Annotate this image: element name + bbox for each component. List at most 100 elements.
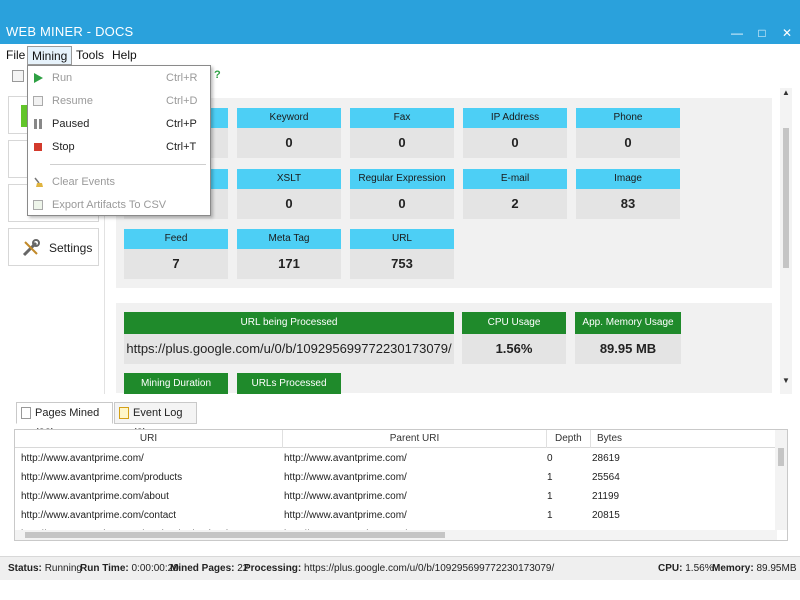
grid-horizontal-scrollbar[interactable] — [15, 530, 777, 540]
grid-header: URI Parent URI Depth Bytes — [15, 430, 777, 448]
urls-processed-label: URLs Processed — [237, 373, 341, 394]
menu-item-shortcut: Ctrl+T — [166, 141, 197, 153]
scroll-thumb[interactable] — [783, 128, 789, 268]
menu-item-run[interactable]: Run Ctrl+R — [28, 67, 210, 90]
tab-pages-mined[interactable]: Pages Mined (22) — [16, 402, 113, 439]
table-row[interactable]: http://www.avantprime.com/ http://www.av… — [15, 449, 777, 468]
counter-value: 7 — [124, 249, 228, 279]
column-header-parent-uri[interactable]: Parent URI — [283, 430, 547, 448]
new-document-icon[interactable] — [12, 70, 24, 82]
counter-label: Image — [576, 169, 680, 189]
play-icon — [34, 73, 43, 83]
status-item: Status: Running — [8, 557, 82, 581]
mined-pages-value: 22 — [237, 563, 249, 574]
status-bar: Status: Running Run Time: 0:00:00:20 Min… — [0, 556, 800, 580]
window-title: WEB MINER - DOCS — [6, 24, 134, 39]
counter-label: Fax — [350, 108, 454, 128]
menu-item-label: Resume — [52, 95, 93, 107]
table-row[interactable]: http://www.avantprime.com/about http://w… — [15, 487, 777, 506]
cell-uri: http://www.avantprime.com/about — [21, 491, 169, 502]
url-processed-value: https://plus.google.com/u/0/b/1092956997… — [124, 334, 454, 364]
cell-depth: 1 — [547, 472, 553, 483]
scroll-down-icon[interactable]: ▼ — [782, 376, 790, 385]
scroll-thumb[interactable] — [25, 532, 445, 538]
counter-value: 0 — [350, 128, 454, 158]
table-row[interactable]: http://www.avantprime.com/products http:… — [15, 468, 777, 487]
maximize-button[interactable]: □ — [758, 26, 766, 40]
main-vertical-scrollbar[interactable]: ▲ ▼ — [780, 88, 792, 394]
artifact-counters-group: Keyword 0 Fax 0 IP Address 0 Phone 0 XSL… — [116, 98, 772, 288]
menu-item-paused[interactable]: Paused Ctrl+P — [28, 113, 210, 136]
help-icon[interactable]: ? — [214, 69, 221, 81]
grid-vertical-scrollbar[interactable] — [775, 430, 787, 530]
menu-item-label: Clear Events — [52, 176, 115, 188]
menu-tools[interactable]: Tools — [76, 48, 105, 62]
memory-label: Memory: — [712, 563, 754, 574]
counter-card-ip-address: IP Address 0 — [463, 108, 567, 158]
mined-pages-item: Mined Pages: 22 — [170, 557, 248, 581]
url-processed-label: URL being Processed — [124, 312, 454, 334]
cell-parent-uri: http://www.avantprime.com/ — [284, 510, 407, 521]
export-icon — [33, 200, 43, 210]
counter-value: 0 — [237, 128, 341, 158]
counter-label: Feed — [124, 229, 228, 249]
counter-label: IP Address — [463, 108, 567, 128]
cpu-item: CPU: 1.56% — [658, 557, 714, 581]
counter-label: Regular Expression — [350, 169, 454, 189]
notepad-icon — [119, 407, 129, 419]
menu-item-clear-events[interactable]: Clear Events — [28, 171, 210, 194]
menu-bar: File Mining Tools Help — [0, 44, 800, 66]
scroll-up-icon[interactable]: ▲ — [782, 88, 790, 97]
tools-icon — [22, 239, 40, 257]
url-processed-card: URL being Processed https://plus.google.… — [124, 312, 454, 364]
title-bar: WEB MINER - DOCS — □ ✕ — [0, 0, 800, 44]
counter-card-email: E-mail 2 — [463, 169, 567, 219]
broom-icon — [34, 177, 43, 187]
counter-label: XSLT — [237, 169, 341, 189]
tab-event-log[interactable]: Event Log (2) — [114, 402, 197, 439]
processing-group: URL being Processed https://plus.google.… — [116, 303, 772, 394]
counter-label: Meta Tag — [237, 229, 341, 249]
table-row[interactable]: http://www.avantprime.com/contact http:/… — [15, 506, 777, 525]
close-button[interactable]: ✕ — [781, 26, 793, 40]
memory-item: Memory: 89.95MB — [712, 557, 797, 581]
menu-help[interactable]: Help — [112, 48, 137, 62]
column-header-depth[interactable]: Depth — [547, 430, 591, 448]
counter-card-image: Image 83 — [576, 169, 680, 219]
cpu-value: 1.56% — [685, 563, 714, 574]
nav-button-settings[interactable]: Settings — [8, 228, 99, 266]
page-icon — [21, 407, 31, 419]
minimize-button[interactable]: — — [731, 26, 743, 40]
menu-item-resume[interactable]: Resume Ctrl+D — [28, 90, 210, 113]
counter-card-phone: Phone 0 — [576, 108, 680, 158]
status-value: Running — [44, 563, 82, 574]
counter-value: 0 — [463, 128, 567, 158]
menu-item-shortcut: Ctrl+P — [166, 118, 197, 130]
menu-file[interactable]: File — [6, 48, 26, 62]
counter-card-meta-tag: Meta Tag 171 — [237, 229, 341, 279]
menu-item-stop[interactable]: Stop Ctrl+T — [28, 136, 210, 159]
menu-mining[interactable]: Mining — [27, 46, 73, 65]
cell-bytes: 20815 — [592, 510, 620, 521]
counter-card-feed: Feed 7 — [124, 229, 228, 279]
menu-item-export-csv[interactable]: Export Artifacts To CSV — [28, 194, 210, 217]
menu-item-shortcut: Ctrl+R — [166, 72, 198, 84]
counter-value: 171 — [237, 249, 341, 279]
resume-icon — [33, 96, 43, 106]
counter-value: 0 — [237, 189, 341, 219]
counter-value: 753 — [350, 249, 454, 279]
counter-card-xslt: XSLT 0 — [237, 169, 341, 219]
cell-uri: http://www.avantprime.com/contact — [21, 510, 177, 521]
menu-item-label: Export Artifacts To CSV — [52, 199, 167, 211]
column-header-uri[interactable]: URI — [15, 430, 283, 448]
tab-strip: Pages Mined (22) Event Log (2) — [0, 396, 800, 439]
counter-label: URL — [350, 229, 454, 249]
cell-uri: http://www.avantprime.com/products — [21, 472, 183, 483]
pages-mined-grid: URI Parent URI Depth Bytes http://www.av… — [14, 429, 788, 541]
memory-usage-label: App. Memory Usage — [575, 312, 681, 334]
column-header-bytes[interactable]: Bytes — [597, 433, 623, 444]
urls-processed-card: URLs Processed — [237, 373, 341, 394]
scroll-thumb[interactable] — [778, 448, 784, 466]
menu-item-shortcut: Ctrl+D — [166, 95, 198, 107]
status-label: Status: — [8, 563, 42, 574]
